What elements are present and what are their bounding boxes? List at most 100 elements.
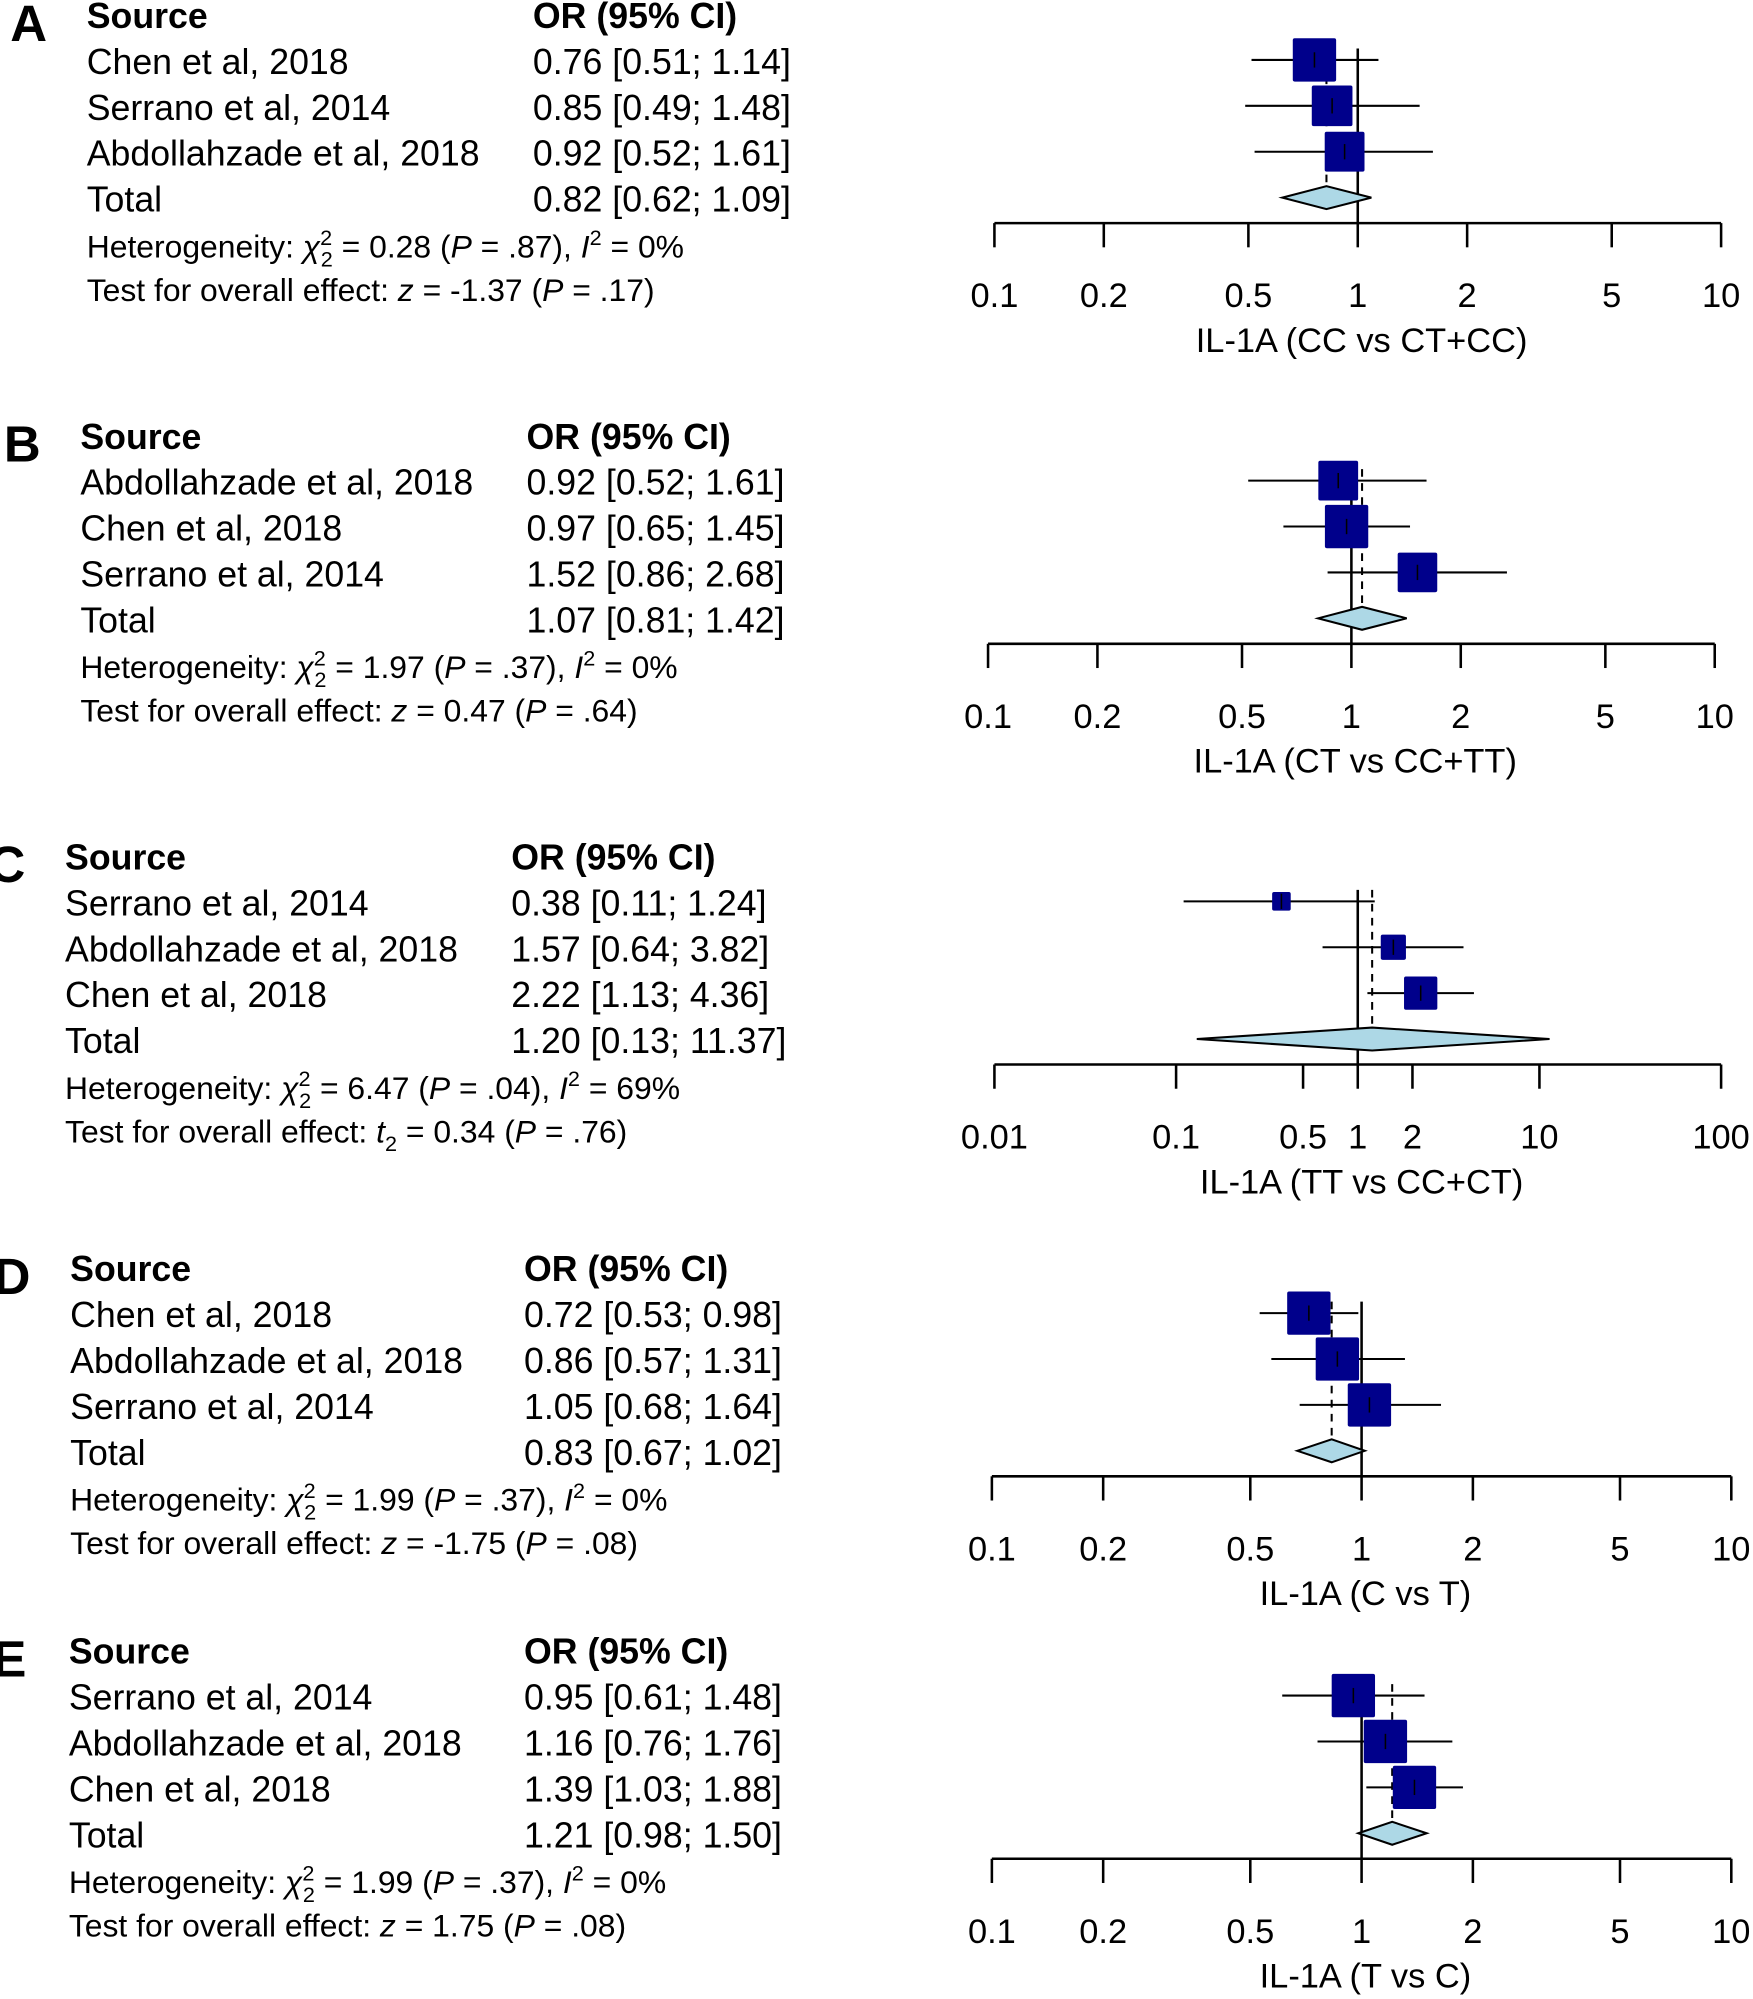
text-span: Heterogeneity: (87, 229, 303, 265)
text-span: P (542, 272, 564, 308)
study-or-ci: 1.52 [0.86; 2.68] (527, 554, 785, 594)
heterogeneity-text: Heterogeneity: χ2 2 = 6.47 (P = .04), I2 … (65, 1066, 680, 1113)
x-tick-label: 0.1 (971, 277, 1019, 315)
text-span: P (433, 1864, 455, 1900)
panel-c: C Source OR (95% CI) Serrano et al, 2014 0.3… (0, 836, 1750, 1201)
text-span: 2 (304, 1478, 316, 1503)
header-source: Source (70, 1249, 191, 1289)
text-span: = 1.99 ( (316, 1482, 434, 1518)
study-or-ci: 0.92 [0.52; 1.61] (533, 134, 791, 174)
text-span: 2 (568, 1066, 580, 1091)
text-span: z (379, 1908, 396, 1944)
study-or-ci: 0.92 [0.52; 1.61] (527, 463, 785, 503)
x-tick-label: 0.5 (1226, 1530, 1274, 1568)
text-span: = .37), (465, 649, 574, 685)
text-span: = 1.97 ( (326, 649, 444, 685)
x-axis-label: IL-1A (C vs T) (1260, 1575, 1472, 1613)
text-span: 2 (314, 667, 326, 692)
total-or-ci: 0.82 [0.62; 1.09] (533, 180, 791, 220)
panel-label: D (0, 1248, 30, 1305)
header-source: Source (80, 417, 201, 457)
x-axis-label: IL-1A (CC vs CT+CC) (1196, 322, 1528, 360)
total-or-ci: 1.20 [0.13; 11.37] (511, 1021, 786, 1061)
text-span: 2 (304, 1500, 316, 1525)
text-span: 2 (385, 1131, 397, 1156)
text-span: = 0% (585, 1482, 667, 1518)
x-tick-label: 2 (1451, 698, 1470, 736)
text-span: 2 (572, 1860, 584, 1885)
study-or-ci: 0.97 [0.65; 1.45] (527, 509, 785, 549)
text-span: z (397, 272, 414, 308)
study-or-ci: 1.57 [0.64; 3.82] (511, 929, 769, 969)
text-span: P (526, 1525, 548, 1561)
study-name: Serrano et al, 2014 (70, 1387, 374, 1427)
study-or-ci: 1.39 [1.03; 1.88] (524, 1769, 782, 1809)
x-tick-label: 0.5 (1279, 1119, 1327, 1157)
text-span: 2 (299, 1088, 311, 1113)
header-or: OR (95% CI) (527, 417, 731, 457)
panel-a: A Source OR (95% CI) Chen et al, 2018 0.76 [… (10, 0, 1740, 360)
total-or-ci: 0.83 [0.67; 1.02] (524, 1433, 782, 1473)
text-span: = -1.37 ( (414, 272, 543, 308)
study-or-ci: 0.95 [0.61; 1.48] (524, 1678, 782, 1718)
text-span: = .87), (472, 229, 581, 265)
text-span: Test for overall effect: (69, 1908, 380, 1944)
text-span: P (451, 229, 473, 265)
header-source: Source (87, 0, 208, 36)
study-or-ci: 2.22 [1.13; 4.36] (511, 975, 769, 1015)
panel-e: E Source OR (95% CI) Serrano et al, 2014 0.9… (0, 1630, 1750, 1995)
study-or-ci: 0.85 [0.49; 1.48] (533, 88, 791, 128)
x-tick-label: 1 (1348, 277, 1367, 315)
text-span: = .08) (535, 1908, 626, 1944)
text-span: 2 (314, 645, 326, 670)
text-span: P (525, 693, 547, 729)
text-span: = 1.75 ( (396, 1908, 514, 1944)
text-span: P (514, 1908, 536, 1944)
x-tick-label: 5 (1596, 698, 1615, 736)
text-span: 2 (573, 1478, 585, 1503)
study-or-ci: 1.05 [0.68; 1.64] (524, 1387, 782, 1427)
study-name: Abdollahzade et al, 2018 (65, 929, 458, 969)
x-tick-label: 1 (1352, 1530, 1371, 1568)
x-tick-label: 0.5 (1218, 698, 1266, 736)
x-tick-label: 0.5 (1224, 277, 1272, 315)
study-name: Chen et al, 2018 (69, 1769, 331, 1809)
text-span: 2 (590, 225, 602, 250)
text-span: I (563, 1864, 572, 1900)
text-span: I (564, 1482, 573, 1518)
study-or-ci: 0.76 [0.51; 1.14] (533, 42, 791, 82)
total-or-ci: 1.21 [0.98; 1.50] (524, 1815, 782, 1855)
panel-label: A (10, 0, 47, 52)
study-or-ci: 1.16 [0.76; 1.76] (524, 1723, 782, 1763)
pooled-diamond (1355, 1820, 1430, 1846)
text-span: = 6.47 ( (311, 1070, 429, 1106)
total-label: Total (65, 1021, 140, 1061)
x-axis-label: IL-1A (TT vs CC+CT) (1200, 1163, 1523, 1201)
overall-effect-text: Test for overall effect: z = -1.37 (P = … (87, 272, 655, 308)
text-span: χ (282, 1864, 303, 1900)
x-tick-label: 10 (1696, 698, 1734, 736)
text-span: 2 (302, 1860, 314, 1885)
x-tick-label: 1 (1352, 1913, 1371, 1951)
x-tick-label: 0.2 (1074, 698, 1122, 736)
text-span: χ (278, 1070, 299, 1106)
header-or: OR (95% CI) (524, 1632, 728, 1672)
pooled-diamond (1278, 185, 1372, 211)
header-source: Source (65, 837, 186, 877)
heterogeneity-text: Heterogeneity: χ2 2 = 0.28 (P = .87), I2 … (87, 225, 684, 272)
total-label: Total (69, 1815, 144, 1855)
study-name: Serrano et al, 2014 (80, 554, 384, 594)
text-span: P (515, 1113, 537, 1149)
study-name: Chen et al, 2018 (65, 975, 327, 1015)
text-span: P (434, 1482, 456, 1518)
study-name: Chen et al, 2018 (80, 509, 342, 549)
x-tick-label: 1 (1342, 698, 1361, 736)
text-span: Test for overall effect: (65, 1113, 376, 1149)
panel-b: B Source OR (95% CI) Abdollahzade et al, 20… (4, 416, 1734, 781)
header-source: Source (69, 1632, 190, 1672)
study-name: Abdollahzade et al, 2018 (87, 134, 480, 174)
total-label: Total (87, 180, 162, 220)
text-span: t (376, 1113, 386, 1149)
x-tick-label: 1 (1348, 1119, 1367, 1157)
